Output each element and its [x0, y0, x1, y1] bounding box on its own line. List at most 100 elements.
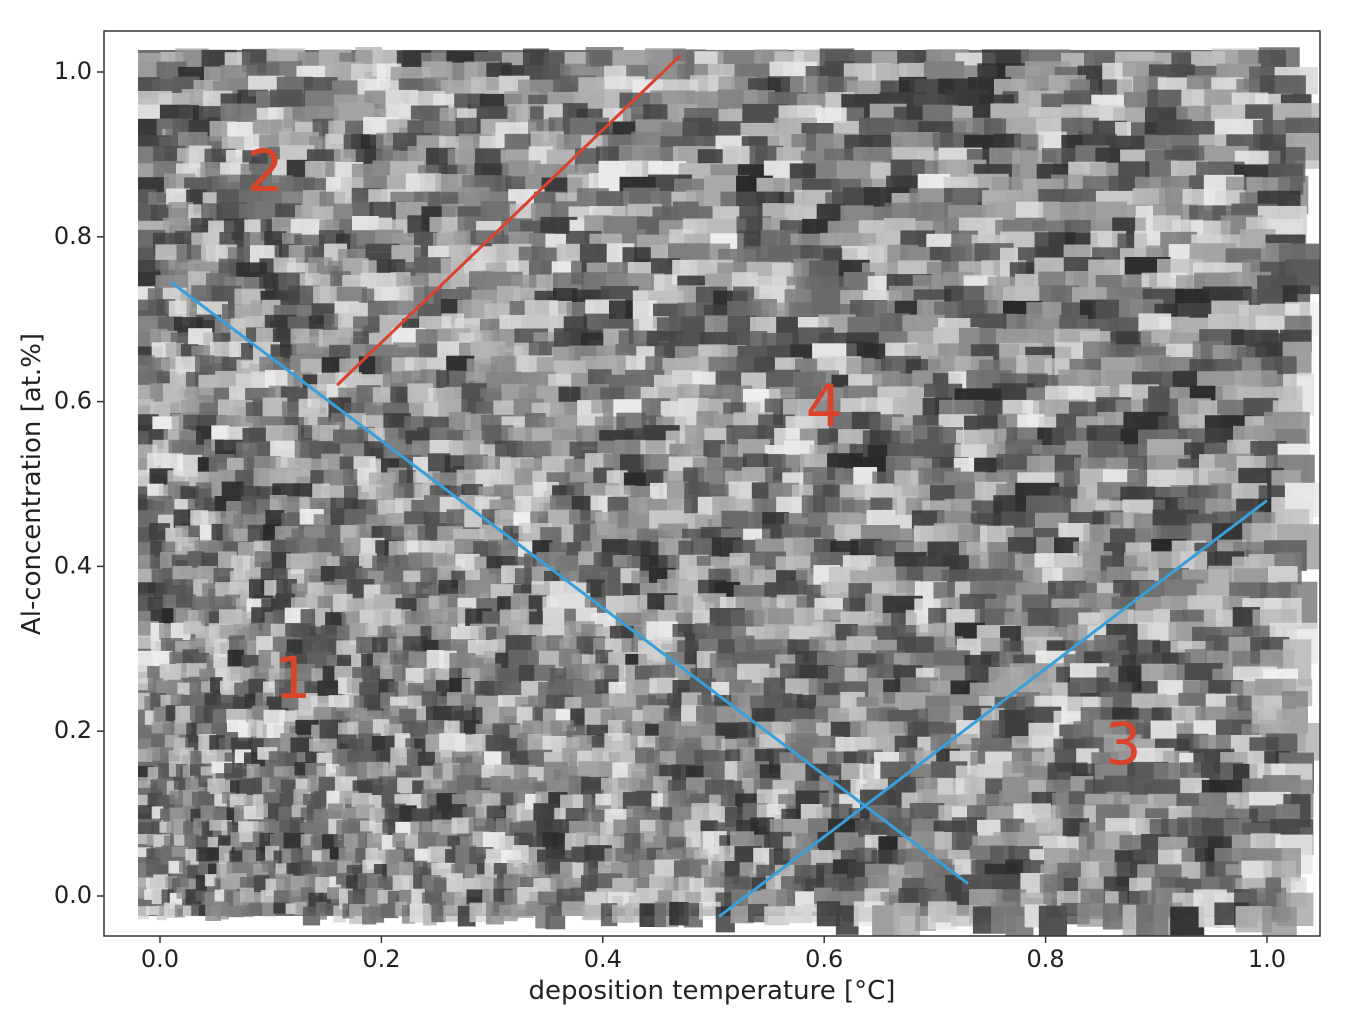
x-tick-label: 0.6 — [805, 945, 843, 973]
x-axis: 0.0 0.2 0.4 0.6 0.8 1.0 — [141, 936, 1286, 973]
mosaic-tile — [456, 775, 481, 795]
mosaic-tile — [951, 905, 980, 927]
mosaic-tile — [168, 761, 180, 777]
mosaic-tile — [248, 902, 268, 914]
mosaic-tile — [544, 859, 565, 875]
mosaic-tile — [239, 831, 256, 843]
x-tick-label: 1.0 — [1248, 945, 1286, 973]
mosaic-tile — [168, 750, 182, 764]
y-axis: 0.0 0.2 0.4 0.6 0.8 1.0 — [54, 57, 104, 909]
mosaic-tile — [327, 887, 347, 900]
mosaic-tile — [305, 593, 322, 611]
mosaic-tile — [392, 832, 408, 848]
mosaic-tile — [176, 244, 206, 263]
mosaic-tile — [336, 873, 354, 885]
mosaic-tile — [251, 892, 264, 903]
mosaic-tile — [748, 903, 769, 923]
mosaic-tile — [138, 906, 149, 920]
mosaic-tile — [464, 454, 489, 474]
mosaic-tile — [166, 821, 178, 834]
mosaic-tile — [494, 510, 518, 529]
mosaic-tile — [198, 775, 213, 787]
region-divider-lines — [170, 54, 1268, 918]
mosaic-tile — [302, 845, 315, 861]
mosaic-tile — [151, 806, 164, 822]
mosaic-tile — [545, 906, 566, 930]
mosaic-tile — [185, 737, 203, 750]
mosaic-tile — [243, 794, 256, 810]
mosaic-tile — [147, 597, 166, 612]
mosaic-tile — [378, 776, 402, 798]
mosaic-tile — [662, 790, 686, 811]
mosaic-tile — [380, 904, 399, 919]
mosaic-tile — [199, 905, 210, 916]
mosaic-tile — [173, 509, 195, 530]
divider-line-2 — [170, 280, 970, 885]
mosaic-tile — [262, 397, 288, 417]
mosaic-tile — [288, 285, 321, 306]
mosaic-tile — [683, 903, 703, 928]
mosaic-tile — [286, 553, 313, 574]
mosaic-tile — [224, 889, 235, 908]
mosaic-tile — [382, 762, 400, 780]
mosaic-tile — [138, 847, 151, 858]
mosaic-tile — [151, 721, 171, 734]
mosaic-tile — [138, 794, 150, 814]
mosaic-tile — [635, 887, 664, 905]
mosaic-tile — [276, 873, 294, 891]
mosaic-tile — [586, 579, 605, 600]
mosaic-tile — [157, 777, 174, 790]
mosaic-tile — [474, 874, 498, 891]
plot-frame — [103, 30, 1321, 937]
mosaic-tile — [160, 808, 175, 821]
mosaic-tile — [581, 875, 603, 891]
mosaic-tile — [816, 901, 841, 927]
region-label-2: 2 — [247, 137, 284, 205]
mosaic-tile — [239, 779, 256, 796]
mosaic-tile — [211, 723, 231, 736]
mosaic-tile — [153, 874, 168, 891]
mosaic-tile — [715, 906, 735, 933]
y-axis-title: Al-concentration [at.%] — [17, 333, 47, 635]
mosaic-tile — [801, 495, 831, 518]
mosaic-tile — [281, 512, 306, 530]
mosaic-tile — [207, 836, 223, 849]
region-labels: 1 2 3 4 — [247, 137, 1142, 778]
mosaic-tile — [176, 887, 189, 899]
mosaic-tile — [156, 864, 172, 876]
mosaic-tile — [302, 906, 321, 926]
mosaic-tile — [315, 902, 327, 920]
mosaic-tile — [252, 831, 265, 849]
mosaic-tile — [210, 677, 223, 699]
mosaic-tile — [138, 777, 153, 788]
mosaic-tile — [443, 905, 462, 922]
mosaic-tile — [138, 724, 157, 736]
mosaic-tile — [167, 470, 189, 485]
mosaic-tile — [319, 719, 343, 744]
mosaic-tile — [465, 762, 485, 779]
mosaic-tile — [253, 863, 269, 875]
mosaic-tile — [262, 860, 279, 872]
mosaic-tile — [160, 695, 178, 707]
mosaic-tile — [169, 807, 185, 822]
mosaic-tile — [204, 874, 217, 887]
mosaic-tile — [279, 793, 297, 807]
mosaic-tile — [214, 889, 227, 902]
mosaic-tile — [431, 623, 457, 641]
mosaic-tile — [570, 708, 589, 728]
mosaic-tile — [283, 832, 305, 851]
mosaic-tile — [1262, 906, 1297, 936]
mosaic-tile — [182, 765, 195, 780]
mosaic-tile — [161, 889, 174, 905]
mosaic-tile — [138, 863, 149, 880]
mosaic-tile — [188, 878, 200, 894]
mosaic-tile — [179, 860, 191, 873]
mosaic-tile — [285, 903, 297, 914]
mosaic-tile — [323, 469, 349, 487]
mosaic-tile — [444, 720, 464, 737]
x-tick-label: 0.0 — [141, 945, 179, 973]
mosaic-tile — [195, 890, 211, 901]
mosaic-tile — [542, 736, 567, 753]
y-tick-label: 0.2 — [54, 716, 92, 744]
mosaic-tile — [370, 906, 385, 923]
